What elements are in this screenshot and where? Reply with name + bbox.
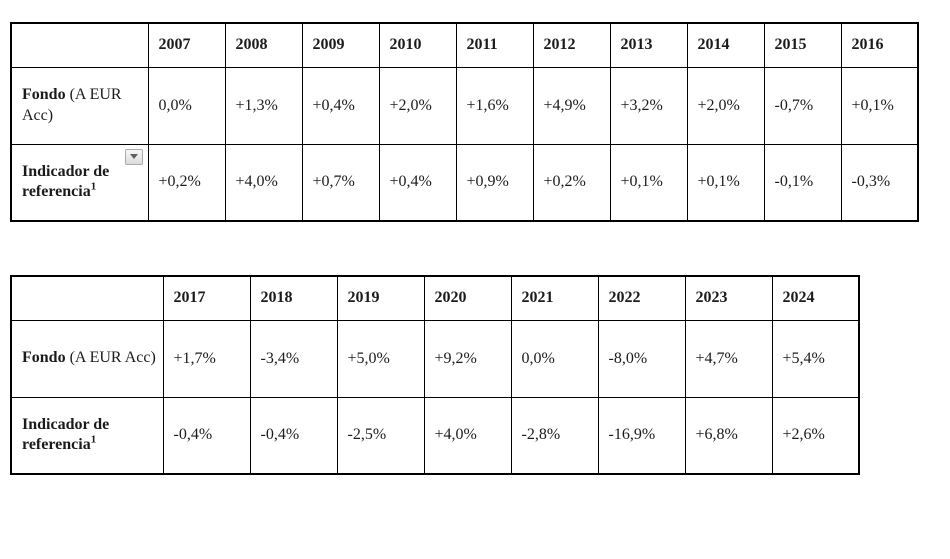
year-header: 2020 — [423, 275, 512, 321]
year-header: 2011 — [455, 22, 534, 68]
benchmark-value-cell: -2,8% — [510, 396, 599, 475]
header-row: 2007 2008 2009 2010 2011 2012 2013 2014 … — [10, 22, 919, 68]
benchmark-label: Indicador de referencia — [22, 162, 110, 201]
year-header: 2008 — [224, 22, 303, 68]
fund-value-cell: +5,0% — [336, 319, 425, 398]
year-header: 2022 — [597, 275, 686, 321]
fund-value-cell: 0,0% — [510, 319, 599, 398]
fund-value-cell: +3,2% — [609, 66, 688, 145]
fund-label-rest: (A EUR Acc) — [65, 349, 156, 367]
fund-value-cell: +5,4% — [771, 319, 860, 398]
benchmark-value-cell: -0,4% — [162, 396, 251, 475]
year-header: 2024 — [771, 275, 860, 321]
fund-value-cell: +0,1% — [840, 66, 919, 145]
benchmark-value-cell: -0,3% — [840, 143, 919, 222]
fund-value-cell: +4,9% — [532, 66, 611, 145]
fund-value-cell: -8,0% — [597, 319, 686, 398]
fund-label-bold: Fondo — [22, 86, 66, 104]
fund-value-cell: +4,7% — [684, 319, 773, 398]
benchmark-value-cell: +0,1% — [686, 143, 765, 222]
year-header: 2019 — [336, 275, 425, 321]
fund-value-cell: +2,0% — [378, 66, 457, 145]
benchmark-value-cell: +0,2% — [532, 143, 611, 222]
chevron-down-icon — [129, 154, 138, 159]
fund-row: Fondo (A EUR Acc) +1,7% -3,4% +5,0% +9,2… — [10, 319, 860, 398]
year-header: 2014 — [686, 22, 765, 68]
fund-value-cell: +0,4% — [301, 66, 380, 145]
benchmark-row: Indicador de referencia1 +0,2% +4,0% +0,… — [10, 143, 919, 222]
fund-value-cell: 0,0% — [147, 66, 226, 145]
year-header: 2009 — [301, 22, 380, 68]
fund-row-label: Fondo (A EUR Acc) — [10, 66, 149, 145]
fund-row-label: Fondo (A EUR Acc) — [10, 319, 164, 398]
benchmark-value-cell: +0,2% — [147, 143, 226, 222]
year-header: 2013 — [609, 22, 688, 68]
benchmark-footnote-marker: 1 — [90, 433, 97, 446]
benchmark-row-label: Indicador de referencia1 — [10, 143, 149, 222]
fund-label-bold: Fondo — [22, 349, 66, 367]
benchmark-value-cell: +0,7% — [301, 143, 380, 222]
benchmark-value-cell: +2,6% — [771, 396, 860, 475]
fund-value-cell: -0,7% — [763, 66, 842, 145]
performance-table-2017-2024: 2017 2018 2019 2020 2021 2022 2023 2024 … — [10, 275, 860, 475]
benchmark-dropdown-button[interactable] — [124, 148, 143, 165]
year-header: 2023 — [684, 275, 773, 321]
benchmark-footnote-marker: 1 — [90, 180, 97, 193]
performance-table-2007-2016: 2007 2008 2009 2010 2011 2012 2013 2014 … — [10, 22, 919, 222]
corner-cell — [10, 22, 149, 68]
fund-value-cell: +1,7% — [162, 319, 251, 398]
benchmark-value-cell: +0,9% — [455, 143, 534, 222]
corner-cell — [10, 275, 164, 321]
benchmark-value-cell: +0,1% — [609, 143, 688, 222]
benchmark-row: Indicador de referencia1 -0,4% -0,4% -2,… — [10, 396, 860, 475]
benchmark-row-label: Indicador de referencia1 — [10, 396, 164, 475]
year-header: 2017 — [162, 275, 251, 321]
fund-row: Fondo (A EUR Acc) 0,0% +1,3% +0,4% +2,0%… — [10, 66, 919, 145]
benchmark-value-cell: +0,4% — [378, 143, 457, 222]
benchmark-label: Indicador de referencia — [22, 415, 110, 454]
year-header: 2016 — [840, 22, 919, 68]
header-row: 2017 2018 2019 2020 2021 2022 2023 2024 — [10, 275, 860, 321]
benchmark-value-cell: -2,5% — [336, 396, 425, 475]
year-header: 2015 — [763, 22, 842, 68]
year-header: 2021 — [510, 275, 599, 321]
year-header: 2012 — [532, 22, 611, 68]
benchmark-value-cell: -0,4% — [249, 396, 338, 475]
benchmark-value-cell: -16,9% — [597, 396, 686, 475]
fund-value-cell: +2,0% — [686, 66, 765, 145]
benchmark-value-cell: +6,8% — [684, 396, 773, 475]
fund-value-cell: -3,4% — [249, 319, 338, 398]
year-header: 2018 — [249, 275, 338, 321]
benchmark-value-cell: +4,0% — [423, 396, 512, 475]
fund-value-cell: +9,2% — [423, 319, 512, 398]
year-header: 2007 — [147, 22, 226, 68]
fund-value-cell: +1,6% — [455, 66, 534, 145]
fund-label-rest: (A EUR Acc) — [22, 86, 122, 124]
year-header: 2010 — [378, 22, 457, 68]
benchmark-value-cell: +4,0% — [224, 143, 303, 222]
fund-value-cell: +1,3% — [224, 66, 303, 145]
benchmark-value-cell: -0,1% — [763, 143, 842, 222]
